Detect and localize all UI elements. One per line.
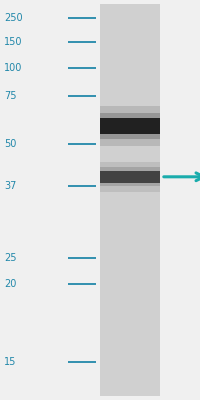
Text: 75: 75: [4, 91, 16, 101]
Text: 37: 37: [4, 181, 16, 191]
Bar: [100, 171, 160, 183]
Bar: [100, 118, 160, 134]
Bar: [100, 4, 160, 396]
Bar: [100, 162, 160, 192]
Text: 150: 150: [4, 37, 22, 47]
Text: 15: 15: [4, 357, 16, 367]
Text: 50: 50: [4, 139, 16, 149]
Text: 20: 20: [4, 279, 16, 289]
Text: 250: 250: [4, 13, 23, 23]
Bar: [100, 106, 160, 146]
Text: 25: 25: [4, 253, 16, 263]
Bar: [100, 167, 160, 186]
Bar: [100, 113, 160, 139]
Text: 100: 100: [4, 63, 22, 73]
